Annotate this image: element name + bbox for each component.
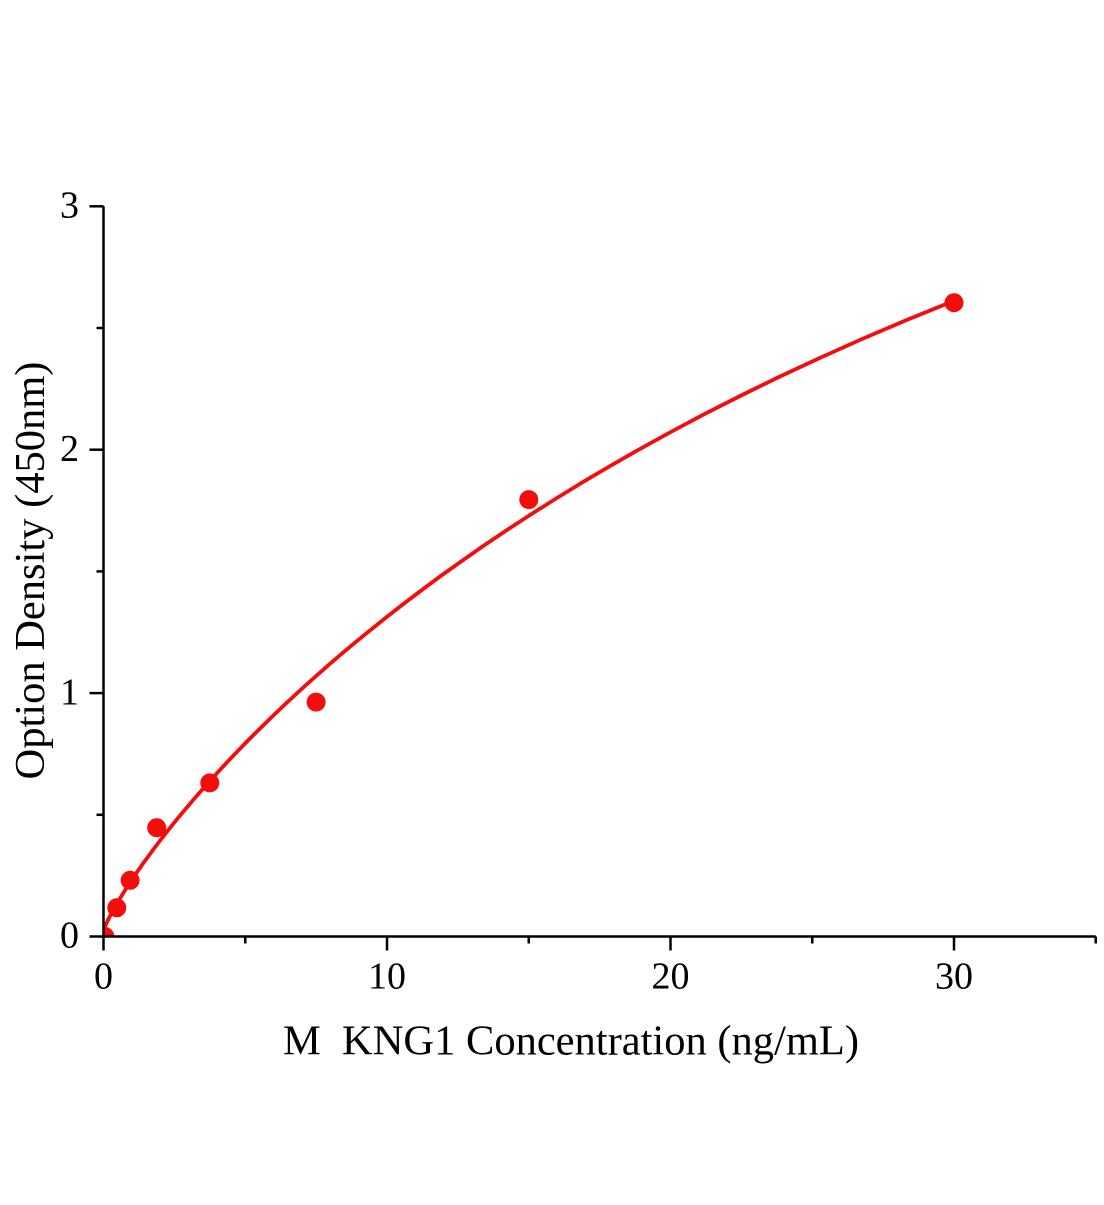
svg-text:0: 0 [60, 915, 79, 957]
svg-text:M KNG1 Concentration (ng/mL): M KNG1 Concentration (ng/mL) [283, 1017, 859, 1064]
svg-text:1: 1 [60, 671, 79, 713]
svg-text:20: 20 [652, 956, 690, 998]
svg-text:10: 10 [368, 956, 406, 998]
svg-text:2: 2 [60, 428, 79, 470]
svg-text:3: 3 [60, 185, 79, 227]
svg-text:30: 30 [935, 956, 973, 998]
svg-text:0: 0 [94, 956, 113, 998]
svg-text:Option Density (450nm): Option Density (450nm) [7, 362, 54, 780]
